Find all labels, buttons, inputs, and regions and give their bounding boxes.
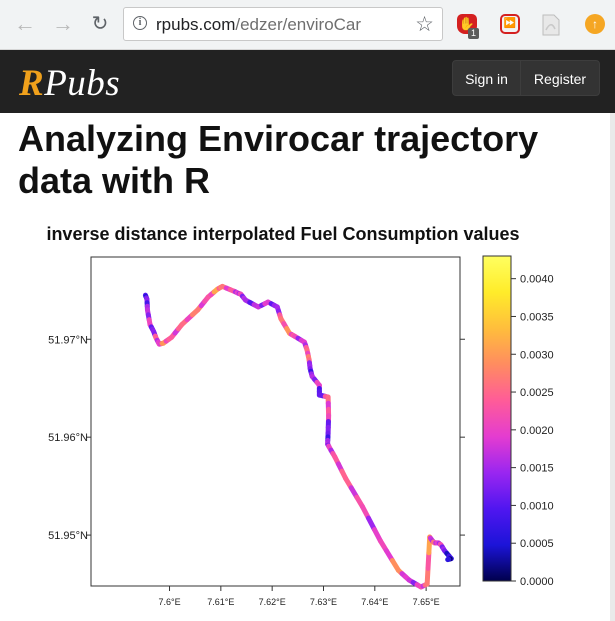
back-arrow-icon[interactable]: ←	[14, 11, 36, 36]
x-axis: 7.6°E 7.61°E 7.62°E 7.63°E 7.64°E 7.65°E	[158, 586, 440, 607]
url-path: /edzer/enviroCar	[235, 15, 362, 34]
colorbar-tick-label: 0.0000	[520, 576, 554, 588]
register-button[interactable]: Register	[520, 60, 600, 96]
y-tick-label: 51.96°N	[48, 432, 88, 444]
logo-r: R	[19, 63, 45, 104]
url-host: rpubs.com	[156, 15, 236, 34]
trajectory-segment	[424, 565, 431, 587]
colorbar-tick-label: 0.0040	[520, 274, 554, 286]
colorbar	[482, 255, 512, 582]
colorbar-tick-label: 0.0035	[520, 311, 554, 323]
sign-in-button[interactable]: Sign in	[452, 60, 521, 96]
media-extension-icon[interactable]: ⏩	[500, 14, 520, 34]
adblock-extension-icon[interactable]: ✋ 1	[457, 14, 480, 39]
y-axis: 51.97°N 51.96°N 51.95°N	[48, 334, 465, 542]
page-title: Analyzing Envirocar trajectory data with…	[18, 118, 539, 201]
site-navbar: RPubs Sign in Register	[0, 50, 615, 113]
colorbar-tick-label: 0.0005	[520, 538, 554, 550]
page-left-edge	[0, 113, 5, 621]
colorbar-tick-label: 0.0030	[520, 349, 554, 361]
y-tick-label: 51.95°N	[48, 530, 88, 542]
reload-icon[interactable]: ↻	[91, 13, 109, 35]
logo-text: Pubs	[44, 63, 121, 104]
x-tick-label: 7.63°E	[310, 597, 337, 607]
trajectory	[142, 283, 454, 590]
trajectory-segment	[425, 550, 432, 571]
x-tick-label: 7.6°E	[158, 597, 180, 607]
update-extension-icon[interactable]: ↑	[585, 14, 605, 34]
chart-title: inverse distance interpolated Fuel Consu…	[46, 224, 519, 244]
x-tick-label: 7.62°E	[259, 597, 286, 607]
x-tick-label: 7.61°E	[207, 597, 234, 607]
pdf-extension-icon[interactable]	[541, 14, 561, 36]
colorbar-tick-label: 0.0025	[520, 387, 554, 399]
info-icon[interactable]: i	[133, 16, 147, 30]
colorbar-tick-label: 0.0015	[520, 463, 554, 475]
plot-frame	[90, 256, 461, 587]
colorbar-axis: 0.0000 0.0005 0.0010 0.0015 0.0020 0.0025 0.00…	[511, 274, 554, 588]
bookmark-star-icon[interactable]: ☆	[415, 13, 434, 36]
fuel-consumption-map: inverse distance interpolated Fuel Consu…	[46, 224, 554, 607]
y-tick-label: 51.97°N	[48, 334, 88, 346]
x-tick-label: 7.65°E	[413, 597, 440, 607]
browser-toolbar: ← → ↻ i rpubs.com/edzer/enviroCar ☆ ✋ 1 ⏩…	[0, 0, 615, 50]
scrollbar-track[interactable]	[610, 113, 615, 621]
extension-badge: 1	[468, 28, 480, 39]
url-text[interactable]: rpubs.com/edzer/enviroCar	[156, 15, 361, 35]
x-tick-label: 7.64°E	[361, 597, 388, 607]
rpubs-logo[interactable]: RPubs	[19, 62, 120, 105]
colorbar-tick-label: 0.0010	[520, 500, 554, 512]
colorbar-tick-label: 0.0020	[520, 425, 554, 437]
address-bar[interactable]: i rpubs.com/edzer/enviroCar ☆	[123, 7, 443, 41]
forward-arrow-icon[interactable]: →	[52, 11, 74, 36]
